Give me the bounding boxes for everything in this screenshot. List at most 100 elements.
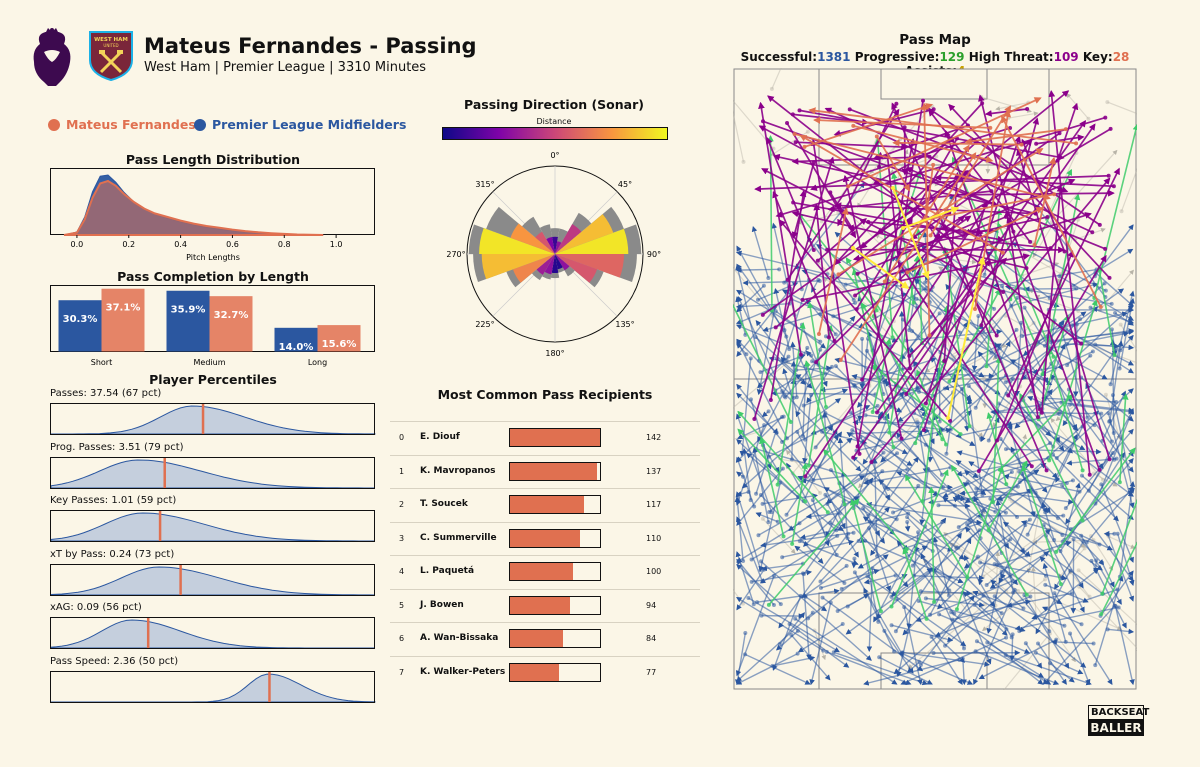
pass-arrow bbox=[781, 398, 841, 443]
bar-value-label: 32.7% bbox=[214, 310, 249, 321]
pass-origin bbox=[851, 246, 855, 250]
pass-origin bbox=[1047, 458, 1052, 463]
pass-arrow bbox=[855, 215, 913, 310]
table-row: 3 C. Summerville 110 bbox=[390, 521, 700, 556]
x-tick-label: 0.4 bbox=[174, 240, 187, 249]
percentile-label: Pass Speed: 2.36 (50 pct) bbox=[50, 655, 179, 667]
pass-arrow bbox=[896, 432, 944, 488]
pass-origin bbox=[1029, 464, 1034, 469]
pass-arrow bbox=[989, 498, 1025, 554]
pass-origin bbox=[940, 437, 945, 442]
pass-arrow bbox=[904, 474, 969, 578]
pass-arrow bbox=[1095, 343, 1135, 351]
pass-arrow bbox=[943, 345, 1013, 428]
sonar-success-wedge bbox=[512, 254, 555, 283]
pass-arrow bbox=[944, 550, 1050, 647]
sonar-success-wedge bbox=[552, 236, 558, 254]
pass-arrow bbox=[1094, 272, 1134, 307]
pass-origin bbox=[965, 575, 970, 580]
pass-origin bbox=[1086, 116, 1091, 121]
pass-arrow bbox=[964, 469, 1018, 518]
pass-origin bbox=[1015, 514, 1020, 519]
pass-arrow bbox=[872, 457, 878, 557]
pass-origin bbox=[1116, 605, 1121, 610]
pass-arrow bbox=[735, 267, 780, 273]
pass-arrow bbox=[976, 487, 1074, 505]
x-tick-label: 0.0 bbox=[71, 240, 84, 249]
pass-arrow bbox=[896, 598, 966, 663]
pass-origin bbox=[1119, 209, 1124, 214]
pass-arrow bbox=[755, 319, 788, 361]
recipient-count: 84 bbox=[646, 634, 657, 643]
sonar-colorbar-label: Distance bbox=[536, 117, 572, 126]
pass-origin bbox=[831, 314, 836, 319]
pass-origin bbox=[1030, 510, 1035, 515]
pass-arrow bbox=[1056, 102, 1079, 161]
row-index: 5 bbox=[399, 600, 405, 610]
pass-origin bbox=[939, 472, 944, 477]
pass-arrow bbox=[942, 496, 1047, 577]
pass-origin bbox=[889, 623, 894, 628]
pass-origin bbox=[795, 651, 800, 656]
pass-arrow bbox=[982, 527, 1052, 577]
recipient-bar-frame bbox=[509, 428, 601, 447]
pass-origin bbox=[828, 520, 833, 525]
recipient-name: J. Bowen bbox=[420, 599, 464, 610]
x-tick-label: 0.2 bbox=[122, 240, 135, 249]
pass-arrow bbox=[943, 171, 961, 361]
pass-origin bbox=[781, 414, 786, 419]
pass-origin bbox=[768, 398, 773, 403]
pass-origin bbox=[787, 621, 792, 626]
pass-arrow bbox=[902, 319, 972, 401]
pass-arrow bbox=[852, 259, 991, 459]
pass-arrow bbox=[1055, 447, 1136, 553]
pass-arrow bbox=[974, 109, 1012, 310]
pass-origin bbox=[973, 492, 978, 497]
pass-arrow bbox=[736, 558, 775, 606]
pass-arrow bbox=[868, 221, 984, 236]
pass-origin bbox=[1091, 641, 1096, 646]
pass-arrow bbox=[1019, 469, 1040, 483]
pass-origin bbox=[1107, 275, 1112, 280]
pass-arrow bbox=[1041, 395, 1117, 403]
pass-arrow bbox=[791, 155, 930, 165]
pass-origin bbox=[773, 325, 778, 330]
pass-arrow bbox=[1107, 101, 1137, 115]
pass-origin bbox=[869, 460, 874, 465]
pass-origin bbox=[818, 490, 823, 495]
pass-origin bbox=[758, 567, 763, 572]
pass-origin bbox=[1028, 239, 1033, 244]
pass-arrow bbox=[956, 465, 1004, 610]
pass-origin bbox=[805, 345, 810, 350]
pass-origin bbox=[1074, 141, 1079, 146]
pass-origin bbox=[1036, 641, 1041, 646]
pass-origin bbox=[1085, 415, 1090, 420]
pass-origin bbox=[1001, 289, 1006, 294]
pass-arrow bbox=[983, 226, 999, 275]
pass-arrow bbox=[902, 206, 960, 229]
pass-arrow bbox=[934, 595, 1031, 637]
stat-progressive-label: Progressive: bbox=[854, 50, 940, 64]
pass-arrow bbox=[759, 437, 785, 537]
bar-player bbox=[317, 325, 361, 352]
pass-origin bbox=[827, 335, 832, 340]
pass-arrow bbox=[807, 301, 827, 408]
pass-origin bbox=[1097, 222, 1102, 227]
pass-arrow bbox=[995, 499, 1014, 593]
pass-arrow bbox=[813, 116, 991, 129]
pass-origin bbox=[785, 121, 790, 126]
pass-origin bbox=[942, 386, 947, 391]
pass-arrow bbox=[1096, 265, 1116, 356]
pass-origin bbox=[1090, 349, 1095, 354]
pass-origin bbox=[870, 409, 875, 414]
pass-origin bbox=[845, 604, 850, 609]
bar-value-label: 14.0% bbox=[279, 342, 314, 353]
pass-arrow bbox=[863, 587, 895, 652]
pass-origin bbox=[802, 144, 807, 149]
pass-arrow bbox=[1009, 359, 1046, 380]
stat-successful-value: 1381 bbox=[817, 50, 851, 64]
pass-origin bbox=[1068, 568, 1073, 573]
percentile-chart bbox=[50, 563, 376, 596]
pass-arrow bbox=[770, 189, 807, 401]
pass-arrow bbox=[768, 498, 860, 606]
